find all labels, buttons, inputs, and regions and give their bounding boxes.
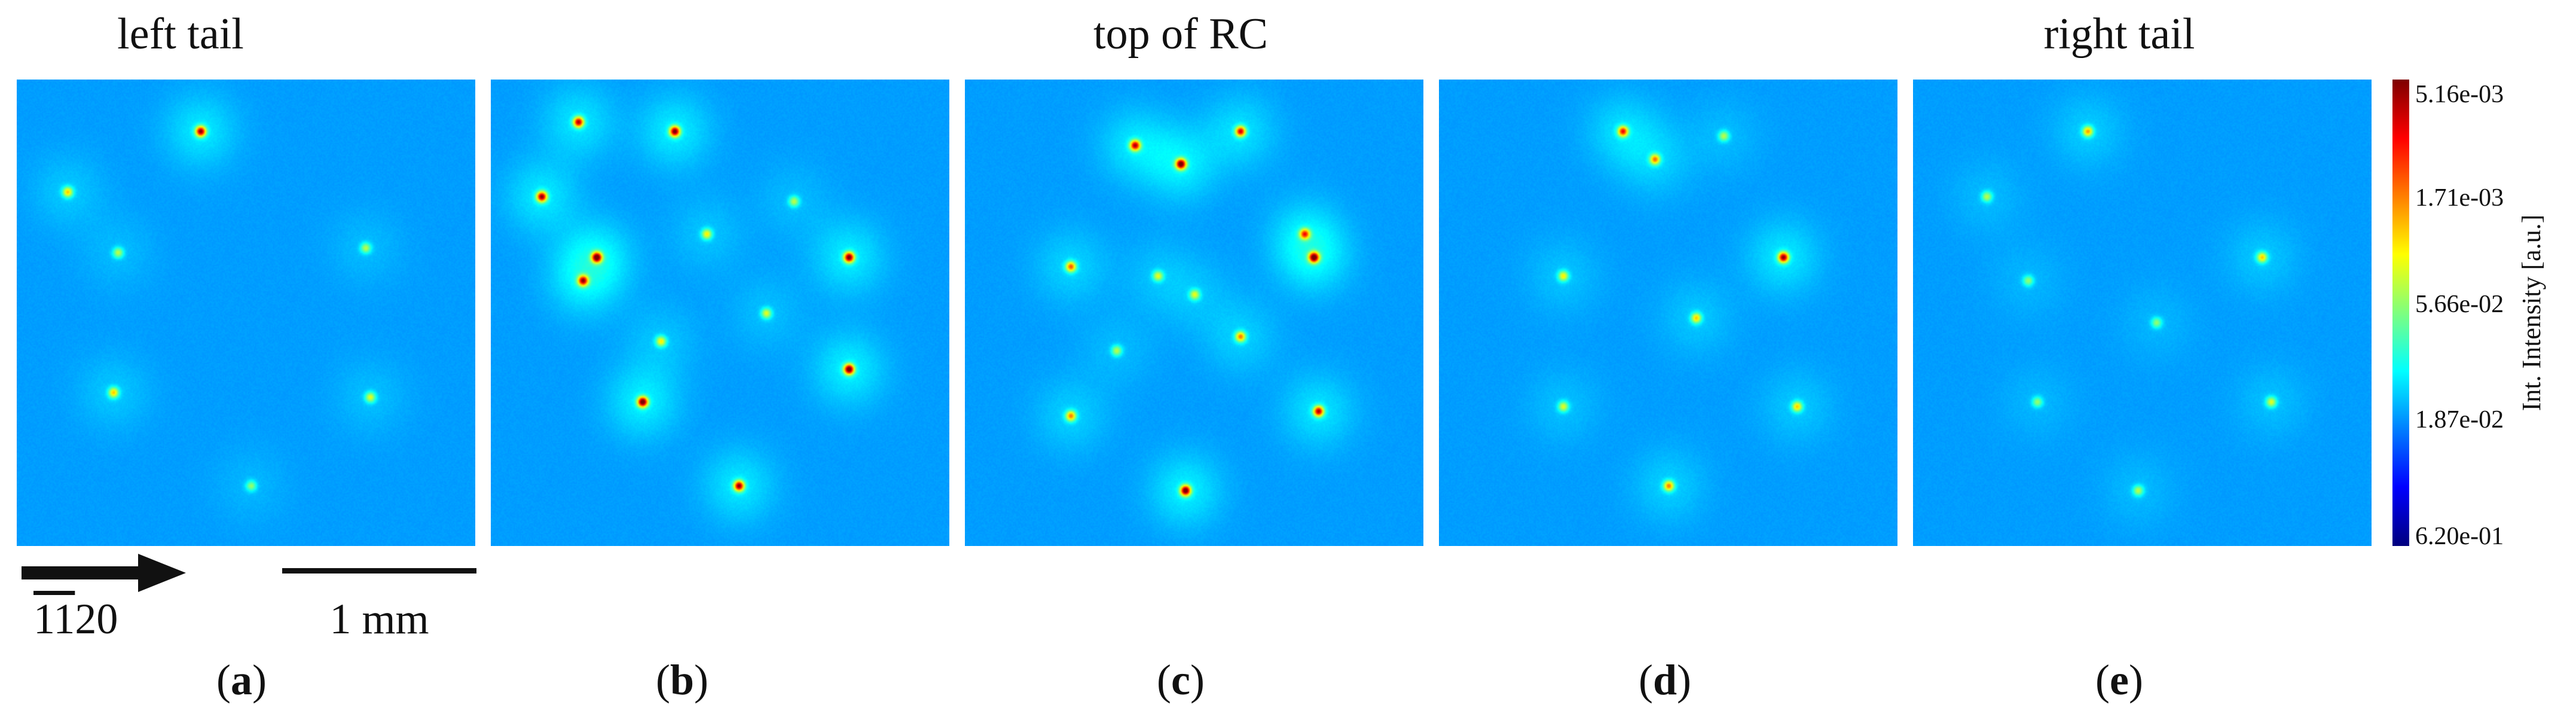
panel-title-c: top of RC bbox=[1093, 10, 1268, 59]
colorbar-tick: 1.87e-02 bbox=[2415, 406, 2504, 434]
panel-title-e: right tail bbox=[2043, 10, 2195, 59]
scale-bar bbox=[282, 568, 476, 573]
direction-label-overlined: 11 bbox=[33, 595, 75, 643]
scale-bar-label: 1 mm bbox=[329, 595, 429, 643]
intensity-map-e bbox=[1913, 80, 2372, 546]
intensity-map-a bbox=[17, 80, 475, 546]
panel-caption-a: (a) bbox=[216, 656, 267, 704]
direction-label-plain: 20 bbox=[75, 595, 118, 643]
direction-label: 1120 bbox=[33, 592, 118, 646]
colorbar bbox=[2392, 80, 2409, 546]
colorbar-label-text: Int. Intensity [a.u.] bbox=[2517, 214, 2546, 411]
panel-caption-c: (c) bbox=[1157, 656, 1205, 704]
panel-title-a: left tail bbox=[117, 10, 244, 59]
colorbar-tick: 1.71e-03 bbox=[2415, 184, 2504, 212]
panel-caption-e: (e) bbox=[2095, 656, 2143, 704]
intensity-map-b bbox=[491, 80, 949, 546]
panel-caption-d: (d) bbox=[1638, 656, 1692, 704]
intensity-map-c bbox=[965, 80, 1423, 546]
colorbar-tick: 6.20e-01 bbox=[2415, 523, 2504, 550]
colorbar-tick: 5.16e-03 bbox=[2415, 81, 2504, 108]
colorbar-tick: 5.66e-02 bbox=[2415, 291, 2504, 318]
panel-caption-b: (b) bbox=[655, 656, 709, 704]
direction-arrow-icon bbox=[22, 554, 186, 592]
intensity-map-d bbox=[1439, 80, 1897, 546]
